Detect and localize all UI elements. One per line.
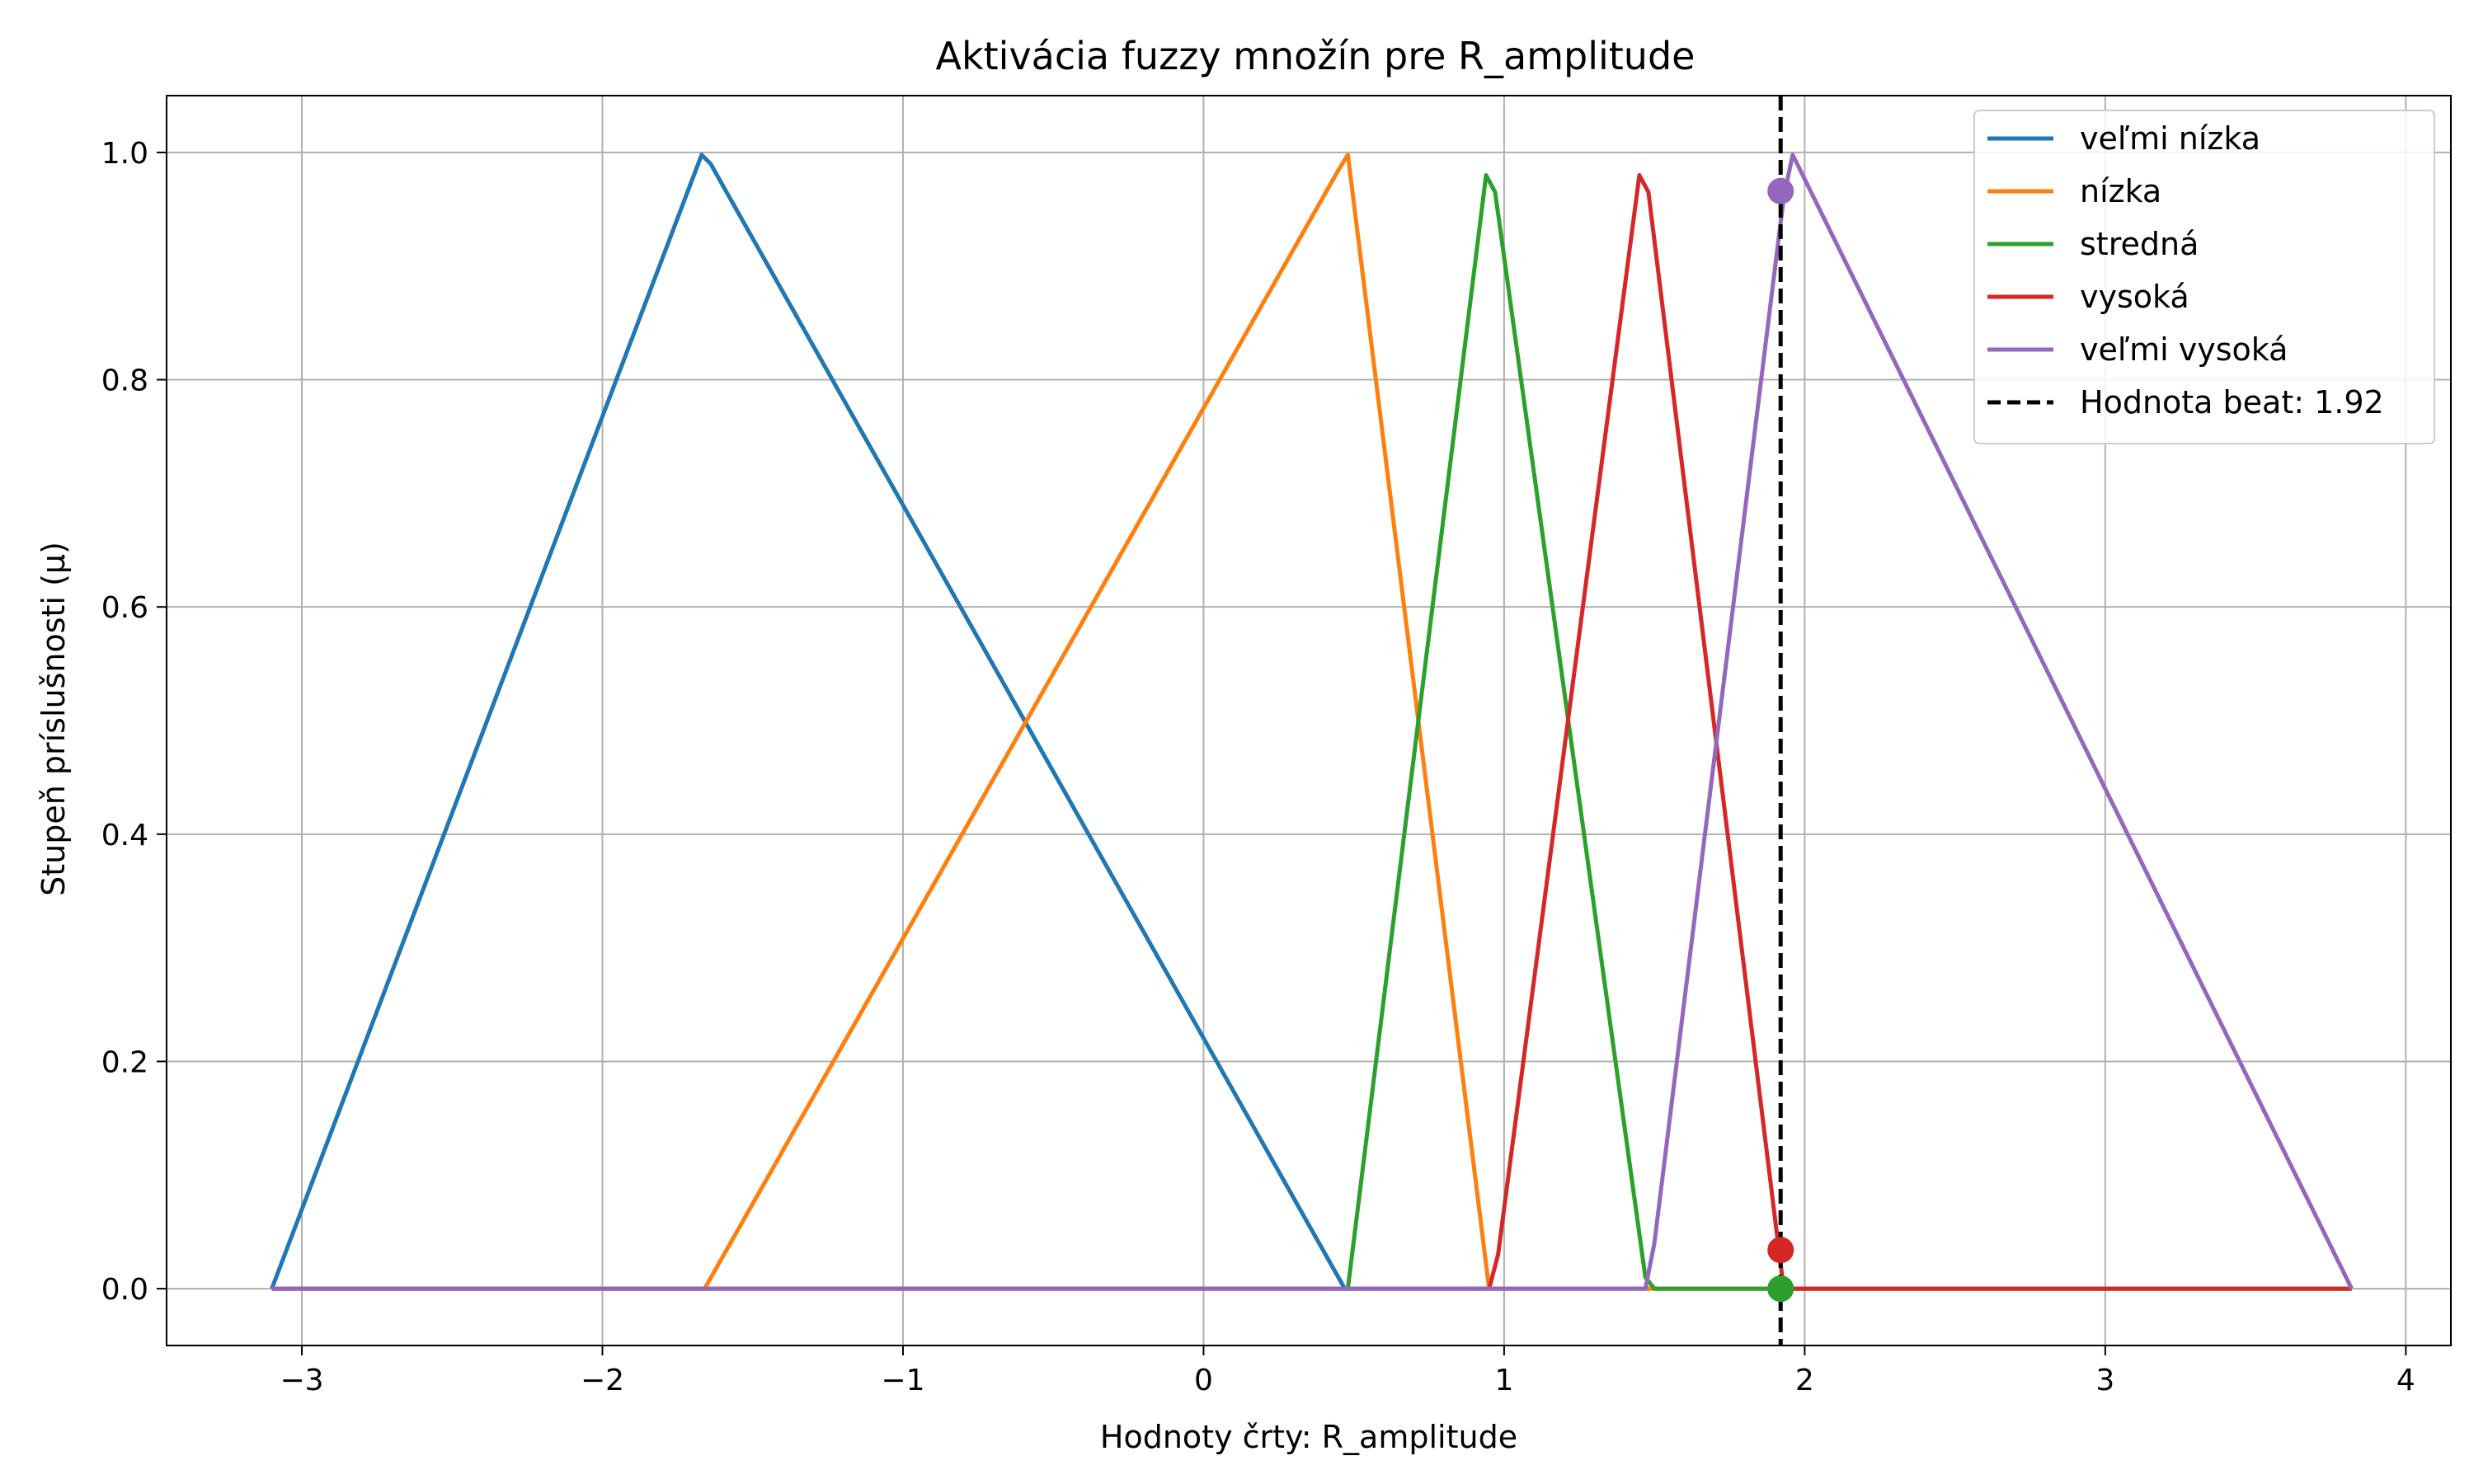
legend-label: Hodnota beat: 1.92: [2080, 384, 2384, 420]
activation-marker: [1767, 177, 1794, 204]
x-tick-label: −1: [881, 1364, 924, 1397]
x-tick-label: 0: [1194, 1364, 1213, 1397]
plot-frame: [166, 95, 2452, 1346]
axis-ticks: −3 −2 −1 0 1 2 3 4 0.0 0.2 0.4 0.6 0.8 1.0: [101, 137, 2415, 1397]
legend: veľmi nízka nízka stredná vysoká veľmi vysok…: [1973, 110, 2435, 444]
x-tick-label: 1: [1494, 1364, 1513, 1397]
legend-label: veľmi nízka: [2080, 120, 2260, 157]
y-tick-label: 0.6: [101, 591, 148, 625]
x-tick-label: 3: [2095, 1364, 2114, 1397]
x-tick-label: 4: [2396, 1364, 2415, 1397]
y-tick-label: 0.0: [101, 1273, 148, 1307]
y-tick-label: 1.0: [101, 137, 148, 171]
legend-label: veľmi vysoká: [2080, 331, 2288, 368]
y-axis-label: Stupeň príslušnosti (μ): [35, 542, 72, 896]
x-tick-label: 2: [1795, 1364, 1814, 1397]
y-tick-label: 0.2: [101, 1045, 148, 1079]
activation-marker: [1767, 1275, 1794, 1303]
legend-label: nízka: [2080, 173, 2161, 209]
y-tick-label: 0.8: [101, 364, 148, 398]
x-tick-label: −3: [280, 1364, 323, 1397]
x-axis-label: Hodnoty črty: R_amplitude: [1100, 1419, 1517, 1455]
y-tick-label: 0.4: [101, 819, 148, 852]
activation-markers: [1767, 177, 1794, 1303]
chart-title: Aktivácia fuzzy množín pre R_amplitude: [936, 34, 1696, 78]
activation-marker: [1767, 1237, 1794, 1264]
x-tick-label: −2: [581, 1364, 624, 1397]
legend-box: [1973, 110, 2435, 444]
series-lines: [270, 153, 2354, 1291]
legend-label: stredná: [2080, 226, 2199, 262]
series-line: [271, 153, 2354, 1291]
legend-label: vysoká: [2080, 279, 2189, 315]
